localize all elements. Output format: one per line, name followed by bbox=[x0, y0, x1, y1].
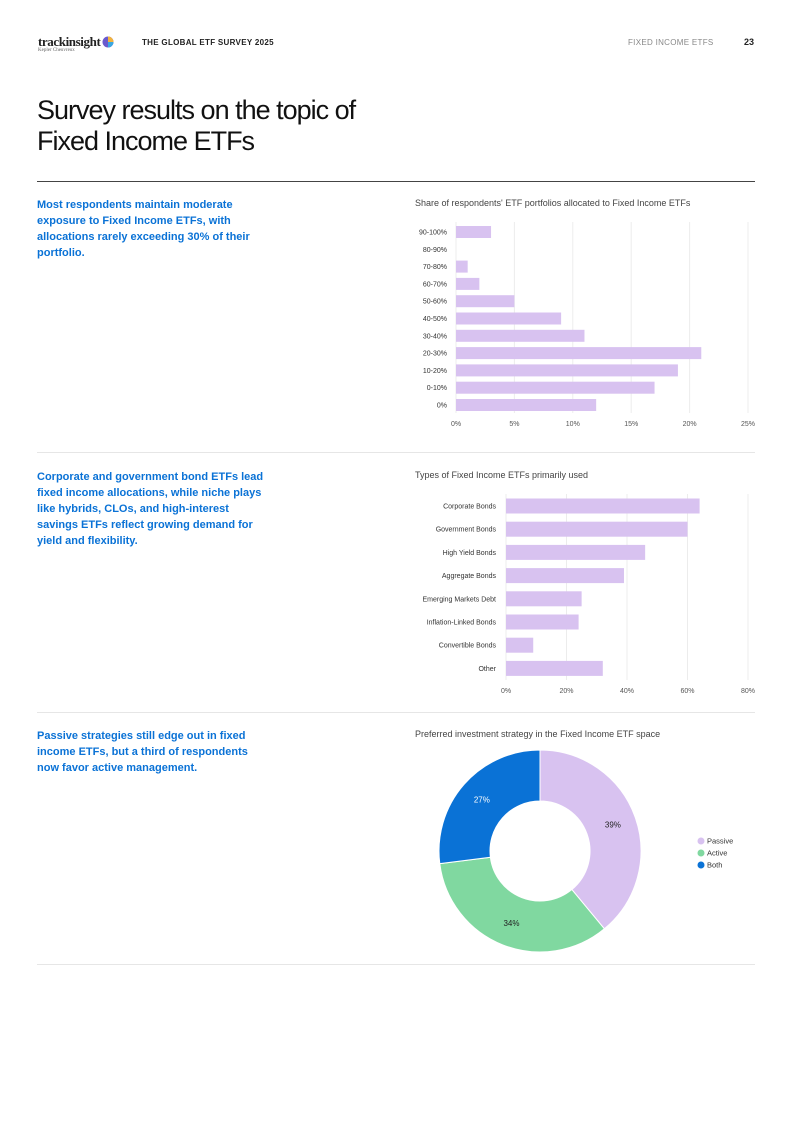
chart-title-allocation: Share of respondents' ETF portfolios all… bbox=[415, 198, 691, 208]
page-title: Survey results on the topic of Fixed Inc… bbox=[37, 95, 437, 157]
strategy-slice-label-both: 27% bbox=[474, 796, 490, 805]
types-x-tick-label: 80% bbox=[741, 688, 755, 695]
allocation-bar-70-80 bbox=[456, 260, 468, 273]
allocation-bar-20-30 bbox=[456, 347, 702, 360]
allocation-bar-40-50 bbox=[456, 312, 562, 325]
logo: trackinsight Kepler Cheuvreux bbox=[38, 34, 114, 53]
types-category-label-emerging-markets-debt: Emerging Markets Debt bbox=[422, 596, 496, 603]
types-bar-other bbox=[506, 660, 603, 676]
allocation-category-label-60-70: 60-70% bbox=[423, 281, 447, 288]
types-bar-high-yield-bonds bbox=[506, 544, 646, 560]
allocation-category-label-20-30: 20-30% bbox=[423, 351, 447, 358]
page-title-line-1: Survey results on the topic of bbox=[37, 95, 356, 125]
allocation-category-label-40-50: 40-50% bbox=[423, 316, 447, 323]
insight-text-strategy: Passive strategies still edge out in fix… bbox=[37, 730, 248, 774]
chart-title-strategy: Preferred investment strategy in the Fix… bbox=[415, 729, 661, 739]
types-x-tick-label: 60% bbox=[680, 688, 694, 695]
types-category-label-aggregate-bonds: Aggregate Bonds bbox=[442, 573, 497, 580]
allocation-bar-50-60 bbox=[456, 295, 515, 308]
legend-label-active: Active bbox=[707, 849, 727, 858]
allocation-bar-30-40 bbox=[456, 329, 585, 342]
strategy-slice-passive bbox=[539, 749, 642, 930]
chart-types: 0% 20% 40% 60% 80% Corporate Bonds Government … bbox=[422, 494, 755, 695]
allocation-category-label-0-10: 0-10% bbox=[427, 385, 447, 392]
chart-title-types: Types of Fixed Income ETFs primarily use… bbox=[415, 470, 589, 480]
types-category-label-convertible-bonds: Convertible Bonds bbox=[439, 643, 497, 650]
chart-allocation: 0% 5% 10% 15% 20% 25% 90-100% 80-90% 70-80% 60-70… bbox=[419, 222, 755, 428]
title-divider bbox=[37, 181, 755, 182]
legend-label-passive: Passive bbox=[707, 837, 733, 846]
types-category-label-high-yield-bonds: High Yield Bonds bbox=[443, 550, 497, 557]
legend-marker-passive bbox=[697, 837, 705, 845]
page-title-line-2: Fixed Income ETFs bbox=[37, 126, 255, 156]
section-title: FIXED INCOME ETFS bbox=[628, 38, 714, 47]
logo-subtext: Kepler Cheuvreux bbox=[38, 48, 75, 53]
types-bar-convertible-bonds bbox=[506, 637, 534, 653]
allocation-bar-0-10 bbox=[456, 381, 655, 394]
page-header: trackinsight Kepler Cheuvreux THE GLOBAL… bbox=[0, 0, 793, 60]
allocation-category-label-70-80: 70-80% bbox=[423, 264, 447, 271]
types-bar-corporate-bonds bbox=[506, 498, 700, 514]
allocation-bar-90-100 bbox=[456, 226, 492, 238]
insight-text-types: Corporate and government bond ETFs lead … bbox=[37, 471, 264, 547]
allocation-x-tick-label: 15% bbox=[624, 421, 638, 428]
allocation-bar-60-70 bbox=[456, 277, 480, 290]
allocation-category-label-80-90: 80-90% bbox=[423, 247, 447, 254]
strategy-slice-label-passive: 39% bbox=[605, 821, 621, 830]
allocation-x-tick-label: 20% bbox=[683, 421, 697, 428]
chart-strategy: 39% 34% 27% Passive Active Both bbox=[438, 749, 733, 953]
section-divider-3 bbox=[37, 964, 755, 965]
legend-marker-active bbox=[697, 849, 705, 857]
page-number: 23 bbox=[744, 37, 755, 47]
allocation-category-label-0: 0% bbox=[437, 403, 447, 410]
strategy-slice-active bbox=[439, 856, 606, 953]
legend-label-both: Both bbox=[707, 861, 722, 870]
types-x-tick-label: 20% bbox=[559, 688, 573, 695]
allocation-x-tick-label: 0% bbox=[451, 421, 461, 428]
allocation-category-label-30-40: 30-40% bbox=[423, 333, 447, 340]
survey-title: THE GLOBAL ETF SURVEY 2025 bbox=[142, 38, 274, 47]
strategy-slice-both bbox=[438, 749, 541, 865]
allocation-category-label-90-100: 90-100% bbox=[419, 230, 447, 237]
section-divider-1 bbox=[37, 452, 755, 453]
allocation-bar-0 bbox=[456, 399, 597, 411]
types-category-label-other: Other bbox=[478, 666, 496, 673]
types-bar-emerging-markets-debt bbox=[506, 591, 582, 607]
types-x-tick-label: 40% bbox=[620, 688, 634, 695]
types-category-label-corporate-bonds: Corporate Bonds bbox=[443, 504, 496, 511]
types-bar-government-bonds bbox=[506, 521, 688, 537]
strategy-slice-label-active: 34% bbox=[503, 919, 519, 928]
section-divider-2 bbox=[37, 712, 755, 713]
types-bar-aggregate-bonds bbox=[506, 568, 624, 584]
types-x-tick-label: 0% bbox=[501, 688, 511, 695]
legend-marker-both bbox=[697, 861, 705, 869]
types-bar-inflation-linked-bonds bbox=[506, 614, 579, 630]
allocation-bar-10-20 bbox=[456, 364, 678, 377]
types-category-label-inflation-linked-bonds: Inflation-Linked Bonds bbox=[427, 620, 497, 627]
allocation-x-tick-label: 5% bbox=[509, 421, 519, 428]
allocation-x-tick-label: 10% bbox=[566, 421, 580, 428]
logo-sphere-icon bbox=[102, 36, 114, 48]
allocation-category-label-10-20: 10-20% bbox=[423, 368, 447, 375]
allocation-x-tick-label: 25% bbox=[741, 421, 755, 428]
logo-text: trackinsight bbox=[38, 34, 101, 49]
insight-text-allocation: Most respondents maintain moderate expos… bbox=[37, 199, 250, 259]
types-category-label-government-bonds: Government Bonds bbox=[436, 527, 497, 534]
allocation-category-label-50-60: 50-60% bbox=[423, 299, 447, 306]
